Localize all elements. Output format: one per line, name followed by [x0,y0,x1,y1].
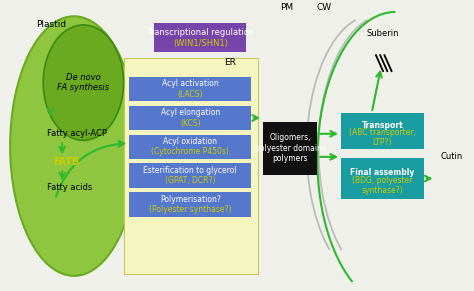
Text: Acyl oxidation: Acyl oxidation [163,137,217,146]
Text: Esterification to glycerol: Esterification to glycerol [144,166,237,175]
Text: (GPAT, DCR?): (GPAT, DCR?) [165,176,216,185]
Ellipse shape [10,16,138,276]
Text: (ABC transporter,
LTP?): (ABC transporter, LTP?) [349,127,416,147]
FancyBboxPatch shape [129,106,251,130]
Text: Acyl elongation: Acyl elongation [161,108,220,117]
Text: (KCS): (KCS) [180,119,201,128]
FancyBboxPatch shape [124,58,258,274]
FancyBboxPatch shape [129,192,251,217]
Text: Suberin: Suberin [366,29,399,38]
Text: Fatty acyl-ACP: Fatty acyl-ACP [47,129,107,138]
FancyBboxPatch shape [341,158,424,199]
Text: (Polyester synthase?): (Polyester synthase?) [149,205,231,214]
Text: (Cytochrome P450s): (Cytochrome P450s) [151,148,229,157]
FancyBboxPatch shape [129,163,251,188]
Text: Final assembly: Final assembly [350,168,415,177]
Text: ER: ER [224,58,236,67]
Ellipse shape [43,25,124,140]
Text: Polymerisation?: Polymerisation? [160,195,221,204]
FancyBboxPatch shape [155,24,246,52]
Text: Transport: Transport [362,121,403,130]
Text: FATB: FATB [53,157,79,167]
FancyBboxPatch shape [129,134,251,159]
Text: Transcriptional regulation: Transcriptional regulation [147,28,254,37]
Text: Plastid: Plastid [36,20,66,29]
Text: (BDG, polyester
synthase?): (BDG, polyester synthase?) [352,176,412,196]
FancyBboxPatch shape [263,122,318,175]
Text: Acyl activation: Acyl activation [162,79,219,88]
Text: Fatty acids: Fatty acids [47,183,92,192]
Text: De novo
FA synthesis: De novo FA synthesis [57,73,109,92]
FancyBboxPatch shape [341,113,424,149]
Text: CW: CW [317,3,332,12]
Text: PM: PM [280,3,293,12]
Text: Cutin: Cutin [441,152,463,161]
FancyBboxPatch shape [129,77,251,101]
Text: (WIN1/SHN1): (WIN1/SHN1) [173,39,228,48]
Text: (LACS): (LACS) [177,90,203,99]
Text: Oligomers,
polyester domains
polymers: Oligomers, polyester domains polymers [255,133,326,163]
